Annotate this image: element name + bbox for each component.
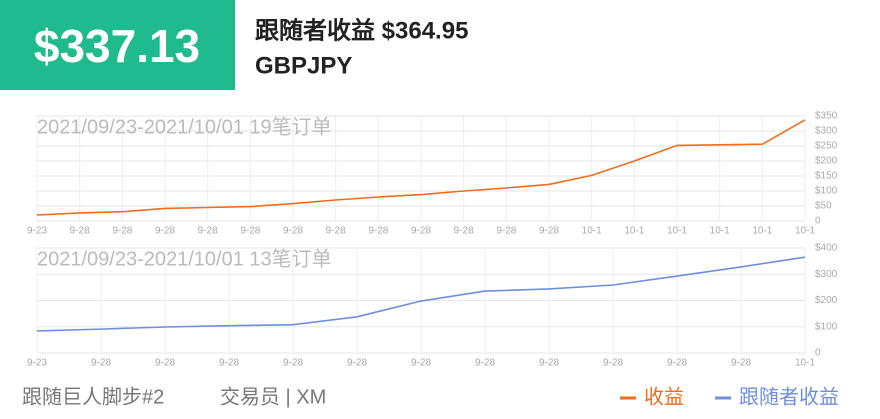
y-tick-label: 0 bbox=[815, 348, 821, 359]
line bbox=[36, 119, 806, 216]
x-tick-label: 9-28 bbox=[112, 226, 132, 237]
x-tick-label: 9-28 bbox=[219, 358, 239, 369]
legend-label: 收益 bbox=[644, 385, 684, 408]
annotation: 2021/09/23-2021/10/01 13笔订单 bbox=[37, 247, 332, 270]
y-tick-label: $100 bbox=[815, 186, 838, 197]
line bbox=[36, 256, 806, 332]
x-tick-label: 9-28 bbox=[539, 226, 559, 237]
profit: $337.13 bbox=[34, 20, 200, 72]
x-tick-label: 10-1 bbox=[795, 226, 815, 237]
y-tick-label: $300 bbox=[815, 126, 838, 137]
profit-box bbox=[0, 0, 235, 90]
x-tick-label: 9-28 bbox=[155, 358, 175, 369]
x-tick-label: 9-28 bbox=[475, 358, 495, 369]
y-tick-label: $350 bbox=[815, 111, 838, 122]
trader: 交易员 | XM bbox=[220, 385, 326, 408]
x-tick-label: 9-28 bbox=[368, 226, 388, 237]
x-tick-label: 9-28 bbox=[70, 226, 90, 237]
x-tick-label: 9-28 bbox=[326, 226, 346, 237]
x-tick-label: 9-28 bbox=[539, 358, 559, 369]
x-tick-label: 9-28 bbox=[198, 226, 218, 237]
y-tick-label: $250 bbox=[815, 141, 838, 152]
x-tick-label: 9-28 bbox=[155, 226, 175, 237]
y-tick-label: 0 bbox=[815, 216, 821, 227]
x-tick-label: 9-28 bbox=[411, 358, 431, 369]
x-tick-label: 9-23 bbox=[27, 358, 47, 369]
x-tick-label: 9-28 bbox=[731, 358, 751, 369]
x-tick-label: 9-28 bbox=[283, 358, 303, 369]
x-tick-label: 9-23 bbox=[27, 226, 47, 237]
x-tick-label: 10-1 bbox=[624, 226, 644, 237]
x-tick-label: 9-28 bbox=[496, 226, 516, 237]
annotation: 2021/09/23-2021/10/01 19笔订单 bbox=[37, 115, 332, 138]
y-tick-label: $400 bbox=[815, 243, 838, 254]
legend-label: 跟随者收益 bbox=[739, 385, 839, 408]
x-tick-label: 10-1 bbox=[582, 226, 602, 237]
y-tick-label: $300 bbox=[815, 269, 838, 280]
follower-profit: 跟随者收益 $364.95 bbox=[255, 16, 468, 44]
x-tick-label: 9-28 bbox=[283, 226, 303, 237]
y-tick-label: $200 bbox=[815, 156, 838, 167]
x-tick-label: 10-1 bbox=[752, 226, 772, 237]
symbol: GBPJPY bbox=[255, 52, 352, 79]
x-tick-label: 9-28 bbox=[454, 226, 474, 237]
x-tick-label: 9-28 bbox=[240, 226, 260, 237]
x-tick-label: 10-1 bbox=[667, 226, 687, 237]
strategy: 跟随巨人脚步#2 bbox=[22, 385, 164, 408]
x-tick-label: 9-28 bbox=[91, 358, 111, 369]
y-tick-label: $150 bbox=[815, 171, 838, 182]
x-tick-label: 10-1 bbox=[795, 358, 815, 369]
x-tick-label: 9-28 bbox=[411, 226, 431, 237]
x-tick-label: 9-28 bbox=[347, 358, 367, 369]
y-tick-label: $100 bbox=[815, 321, 838, 332]
x-tick-label: 9-28 bbox=[603, 358, 623, 369]
x-tick-label: 10-1 bbox=[710, 226, 730, 237]
x-tick-label: 9-28 bbox=[667, 358, 687, 369]
y-tick-label: $200 bbox=[815, 295, 838, 306]
y-tick-label: $50 bbox=[815, 201, 832, 212]
